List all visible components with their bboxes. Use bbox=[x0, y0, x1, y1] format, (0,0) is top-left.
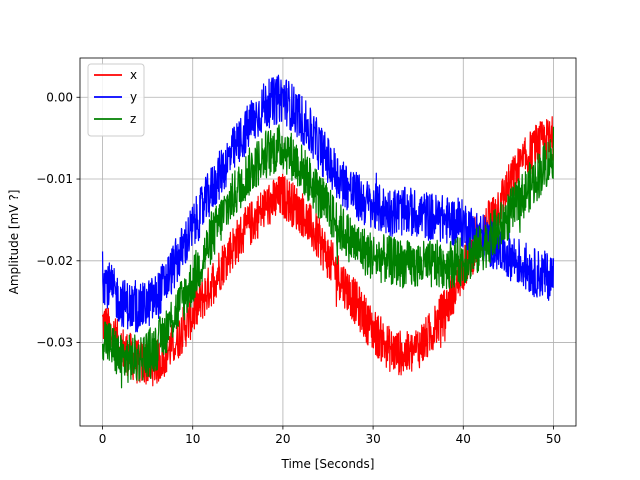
series-line-z bbox=[101, 124, 555, 389]
legend-label-y: y bbox=[130, 90, 137, 104]
axis-ticks: 0 10 20 30 40 50 −0.03 −0.02 −0.01 0.00 bbox=[36, 90, 561, 446]
y-tick-label: −0.01 bbox=[36, 172, 73, 186]
x-axis-title: Time [Seconds] bbox=[281, 457, 375, 471]
series-line-y bbox=[101, 74, 555, 333]
legend-label-z: z bbox=[130, 112, 136, 126]
plot-frame bbox=[79, 57, 577, 427]
series-lines bbox=[101, 74, 555, 389]
y-axis-title: Amplitude [mV ?] bbox=[7, 190, 21, 295]
legend: xyz bbox=[87, 63, 145, 137]
x-tick-label: 50 bbox=[546, 432, 561, 446]
x-tick-label: 20 bbox=[275, 432, 290, 446]
legend-box bbox=[87, 63, 145, 137]
x-tick-label: 30 bbox=[365, 432, 380, 446]
x-tick-label: 10 bbox=[185, 432, 200, 446]
x-tick-label: 40 bbox=[456, 432, 471, 446]
y-tick-label: −0.03 bbox=[36, 336, 73, 350]
x-tick-label: 0 bbox=[99, 432, 107, 446]
y-tick-label: −0.02 bbox=[36, 254, 73, 268]
legend-label-x: x bbox=[130, 68, 137, 82]
y-tick-label: 0.00 bbox=[46, 90, 73, 104]
